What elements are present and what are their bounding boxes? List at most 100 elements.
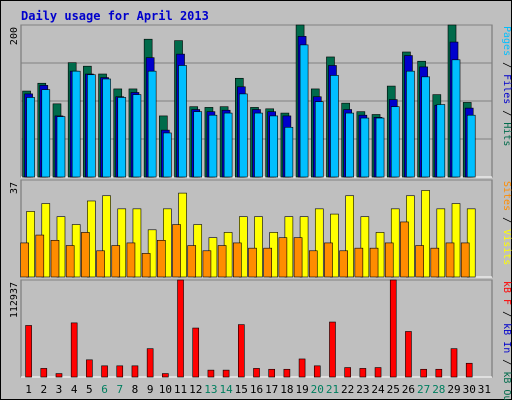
bar-kb-f [268,368,275,378]
bar-sites [233,242,242,278]
bar-visits [254,216,263,278]
bar-sites [369,247,379,278]
bar-sites [354,247,364,278]
bar-sites [20,242,29,278]
x-tick-label: 12 [189,383,202,396]
bar-sites [278,237,288,278]
bar-kb-f [222,369,230,378]
axis-label-part: / [501,56,512,74]
bar-sites [263,247,272,278]
axis-label-part: / [501,305,512,323]
bar-sites [50,239,60,278]
axis-label-part: Files [501,74,512,104]
bar-sites [308,250,318,278]
bar-sites [248,247,257,278]
axis-label-part: kB Out [501,371,512,400]
bar-pages [117,97,127,178]
bar-kb-f [253,368,260,378]
x-tick-label: 30 [463,383,476,396]
panel-kbytes: 112937 kB F / kB In / kB Out [9,279,512,404]
bar-sites [293,237,303,278]
panels: 200 Pages / Files / Hits 37 Sites / Visits 1… [9,24,512,404]
bar-visits [102,195,111,278]
y-max-label: 37 [9,182,20,194]
bar-kb-f [238,324,245,378]
axis-label-part: Sites [501,181,512,211]
x-tick-label: 13 [204,383,217,396]
bar-pages [314,101,324,178]
bar-kb-f [359,368,367,378]
bar-sites [126,242,136,278]
bar-sites [172,224,181,278]
bar-sites [445,242,455,278]
y-max-label: 112937 [9,282,20,318]
x-tick-label: 20 [311,383,324,396]
x-tick-label: 31 [478,383,491,396]
x-tick-label: 6 [101,383,108,396]
bar-pages [254,112,263,178]
x-tick-label: 17 [265,383,278,396]
bar-visits [451,203,461,278]
bar-pages [466,114,476,178]
x-tick-label: 27 [417,383,430,396]
bar-pages [299,44,309,178]
axis-label-part: Pages [501,26,512,56]
bar-kb-f [162,373,169,378]
axis-label-part: / [501,104,512,122]
axis-label-part: / [501,353,512,371]
bar-sites [400,221,409,278]
graph-title: Daily usage for April 2013 [21,9,209,23]
bar-kb-f [329,321,336,378]
bar-pages [421,76,430,178]
bar-sites [96,250,105,278]
bar-sites [65,245,75,278]
bar-visits [360,216,370,278]
bar-sites [187,245,197,278]
bar-pages [208,114,218,178]
bar-sites [324,242,333,278]
x-tick-label: 14 [219,383,233,396]
bar-pages [360,117,370,178]
x-tick-label: 16 [250,383,263,396]
bar-sites [202,250,212,278]
bar-pages [178,65,187,178]
bar-kb-f [298,358,306,378]
bar-kb-f [405,331,412,378]
axis-label-part: Visits [501,229,512,265]
x-tick-label: 22 [341,383,354,396]
y-max-label: 200 [9,27,20,45]
bar-pages [390,106,400,178]
bar-pages [284,126,294,178]
bar-kb-f [374,367,382,378]
bar-kb-f [146,348,154,378]
bar-visits [421,190,430,278]
bar-visits [345,195,354,278]
bar-kb-f [86,359,93,378]
bar-kb-f [465,362,473,378]
bar-sites [339,250,348,278]
x-tick-label: 8 [132,383,139,396]
bar-kb-f [313,365,321,378]
bar-pages [451,59,461,178]
bar-kb-f [55,373,63,378]
x-tick-label: 9 [147,383,154,396]
bar-pages [41,89,51,178]
right-axis-label: kB F / kB In / kB Out [501,281,512,400]
bar-pages [193,111,203,178]
x-tick-label: 4 [71,383,78,396]
bar-pages [269,115,278,178]
x-tick-label: 29 [447,383,460,396]
panel-visits-sites: 37 Sites / Visits [9,179,512,278]
x-tick-label: 3 [56,383,63,396]
x-tick-label: 10 [159,383,172,396]
bar-sites [460,242,470,278]
bar-pages [330,75,339,178]
axis-label-part: Hits [501,122,512,146]
bar-sites [81,232,90,278]
bar-sites [415,245,424,278]
bar-visits [117,208,127,278]
right-axis-label: Pages / Files / Hits [501,26,512,146]
bar-kb-f [344,367,351,378]
bar-pages [102,78,111,178]
